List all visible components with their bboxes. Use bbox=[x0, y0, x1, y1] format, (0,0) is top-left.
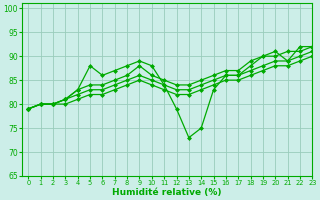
X-axis label: Humidité relative (%): Humidité relative (%) bbox=[113, 188, 222, 197]
